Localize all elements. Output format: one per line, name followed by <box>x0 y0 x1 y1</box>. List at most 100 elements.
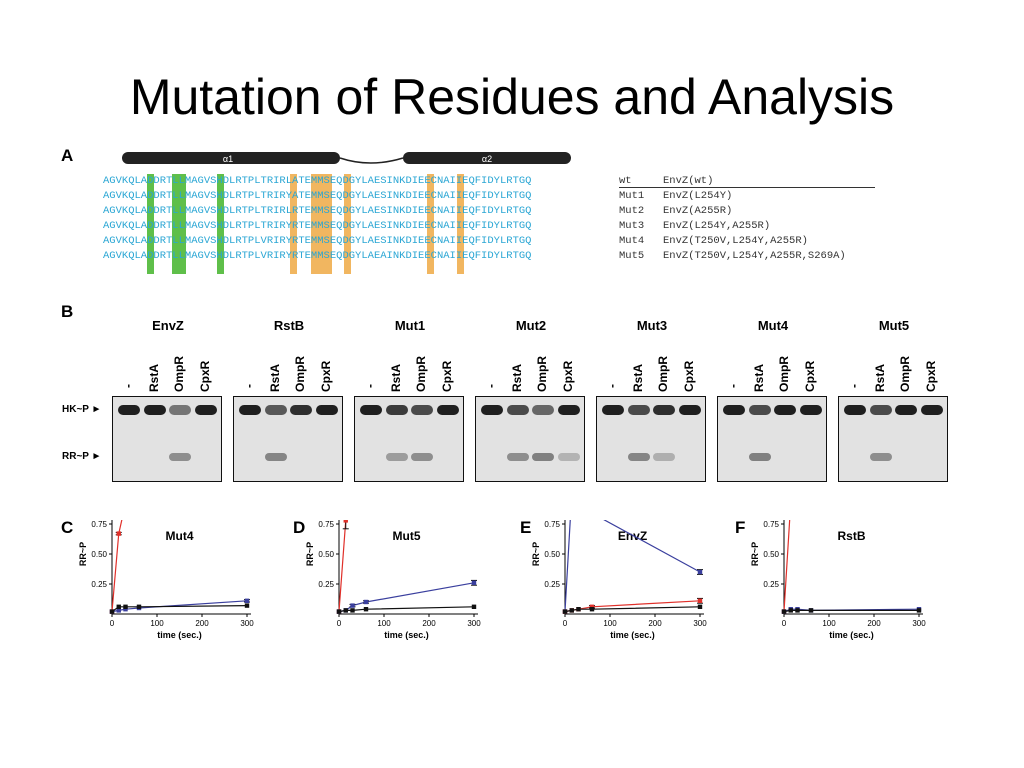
hk-band <box>290 405 312 415</box>
y-axis-label: RR~P <box>78 542 88 566</box>
highlight-green <box>147 174 154 274</box>
hk-p-label: HK~P ► <box>62 404 102 415</box>
data-point <box>471 604 477 609</box>
lane-label: RstA <box>510 363 524 392</box>
data-point <box>244 603 250 608</box>
lane-label: CpxR <box>319 360 333 392</box>
x-tick-label: 100 <box>822 619 836 628</box>
gel-title: Mut2 <box>515 318 547 333</box>
row-description: EnvZ(L254Y,A255R) <box>663 220 771 232</box>
data-point <box>471 580 477 585</box>
x-tick-label: 300 <box>240 619 254 628</box>
hk-band <box>239 405 261 415</box>
hk-band <box>481 405 503 415</box>
gel-title: Mut1 <box>394 318 426 333</box>
data-point <box>343 608 348 613</box>
data-point <box>109 609 115 614</box>
hk-band <box>800 405 822 415</box>
gel-title: EnvZ <box>152 318 184 333</box>
data-point <box>562 609 568 614</box>
highlight-orange <box>318 174 332 274</box>
y-tick-label: 0.25 <box>544 580 560 589</box>
rr-p-label: RR~P ► <box>62 451 102 462</box>
alignment-row: AGVKQLADDRTLLMAGVSHDLRTPLVRIRYRTEMMSEQDG… <box>103 249 846 264</box>
data-point <box>350 608 355 613</box>
gel-title: Mut4 <box>757 318 789 333</box>
data-point <box>350 603 355 608</box>
gel-title: Mut5 <box>878 318 910 333</box>
helix-loop <box>339 157 404 164</box>
lane-label: - <box>847 384 861 388</box>
rr-band <box>653 453 675 461</box>
data-point <box>136 604 142 609</box>
hk-band <box>195 405 217 415</box>
y-tick-label: 0.50 <box>544 550 560 559</box>
series-line <box>564 520 701 612</box>
y-tick-label: 0.25 <box>763 580 779 589</box>
helix-alpha1 <box>122 152 340 164</box>
hk-band <box>921 405 943 415</box>
series-line <box>338 520 347 612</box>
hk-band <box>437 405 459 415</box>
x-tick-label: 300 <box>693 619 707 628</box>
row-description: EnvZ(wt) <box>663 175 714 187</box>
x-tick-label: 200 <box>422 619 436 628</box>
gel-panel <box>233 396 343 482</box>
hk-band <box>118 405 140 415</box>
lane-label: - <box>363 384 377 388</box>
hk-band <box>679 405 701 415</box>
lane-label: OmpR <box>656 356 670 392</box>
hk-band <box>411 405 433 415</box>
highlight-orange <box>427 174 434 274</box>
hk-band <box>870 405 892 415</box>
hk-band <box>386 405 408 415</box>
lane-label: - <box>726 384 740 388</box>
lane-label: CpxR <box>561 360 575 392</box>
lane-label: CpxR <box>440 360 454 392</box>
highlight-green <box>217 174 224 274</box>
hk-band <box>749 405 771 415</box>
data-point <box>244 598 250 603</box>
helix1-label: α1 <box>223 154 233 164</box>
row-label: Mut5 <box>619 250 645 262</box>
sequence: AGVKQLADDRTLLMAGVSHDLRTPLVRIRYRTEMMSEQDG… <box>103 250 532 262</box>
data-point <box>589 604 595 609</box>
data-point <box>123 607 128 612</box>
x-tick-label: 0 <box>337 619 342 628</box>
rr-band <box>386 453 408 461</box>
highlight-orange <box>344 174 351 274</box>
y-tick-label: 0.25 <box>318 580 334 589</box>
alignment-row: AGVKQLADDRTLLMAGVSHDLRTPLTRIRLATEMMSEQDG… <box>103 174 713 189</box>
lane-label: RstA <box>631 363 645 392</box>
gel-panel <box>475 396 585 482</box>
row-label: wt <box>619 175 632 187</box>
lane-label: - <box>121 384 135 388</box>
row-label: Mut3 <box>619 220 645 232</box>
lane-label: RstA <box>389 363 403 392</box>
data-point <box>795 608 800 613</box>
sequence: AGVKQLADDRTLLMAGVSHDLRTPLTRIRLATEMMSEQDG… <box>103 175 532 187</box>
chart-title: Mut4 <box>166 529 194 543</box>
row-description: EnvZ(T250V,L254Y,A255R,S269A) <box>663 250 846 262</box>
sequence: AGVKQLADDRTLLMAGVSHDLRTPLTRIRYRTEMMSEQDG… <box>103 220 532 232</box>
hk-band <box>602 405 624 415</box>
rr-band <box>265 453 287 461</box>
highlight-orange <box>457 174 464 274</box>
data-point <box>808 608 814 613</box>
rr-band <box>628 453 650 461</box>
y-tick-label: 0.25 <box>91 580 107 589</box>
alignment-row: AGVKQLADDRTLLMAGVSHDLRTPLTRIRYATEMMSEQDG… <box>103 189 732 204</box>
data-point <box>363 599 369 605</box>
lane-label: - <box>605 384 619 388</box>
x-axis-label: time (sec.) <box>610 630 655 640</box>
hk-band <box>558 405 580 415</box>
data-point <box>916 608 922 613</box>
x-tick-label: 100 <box>603 619 617 628</box>
lane-label: RstA <box>873 363 887 392</box>
panel-label-e: E <box>520 518 532 537</box>
y-tick-label: 0.50 <box>91 550 107 559</box>
data-point <box>116 604 121 609</box>
lane-label: RstA <box>752 363 766 392</box>
slide-title: Mutation of Residues and Analysis <box>129 69 895 125</box>
